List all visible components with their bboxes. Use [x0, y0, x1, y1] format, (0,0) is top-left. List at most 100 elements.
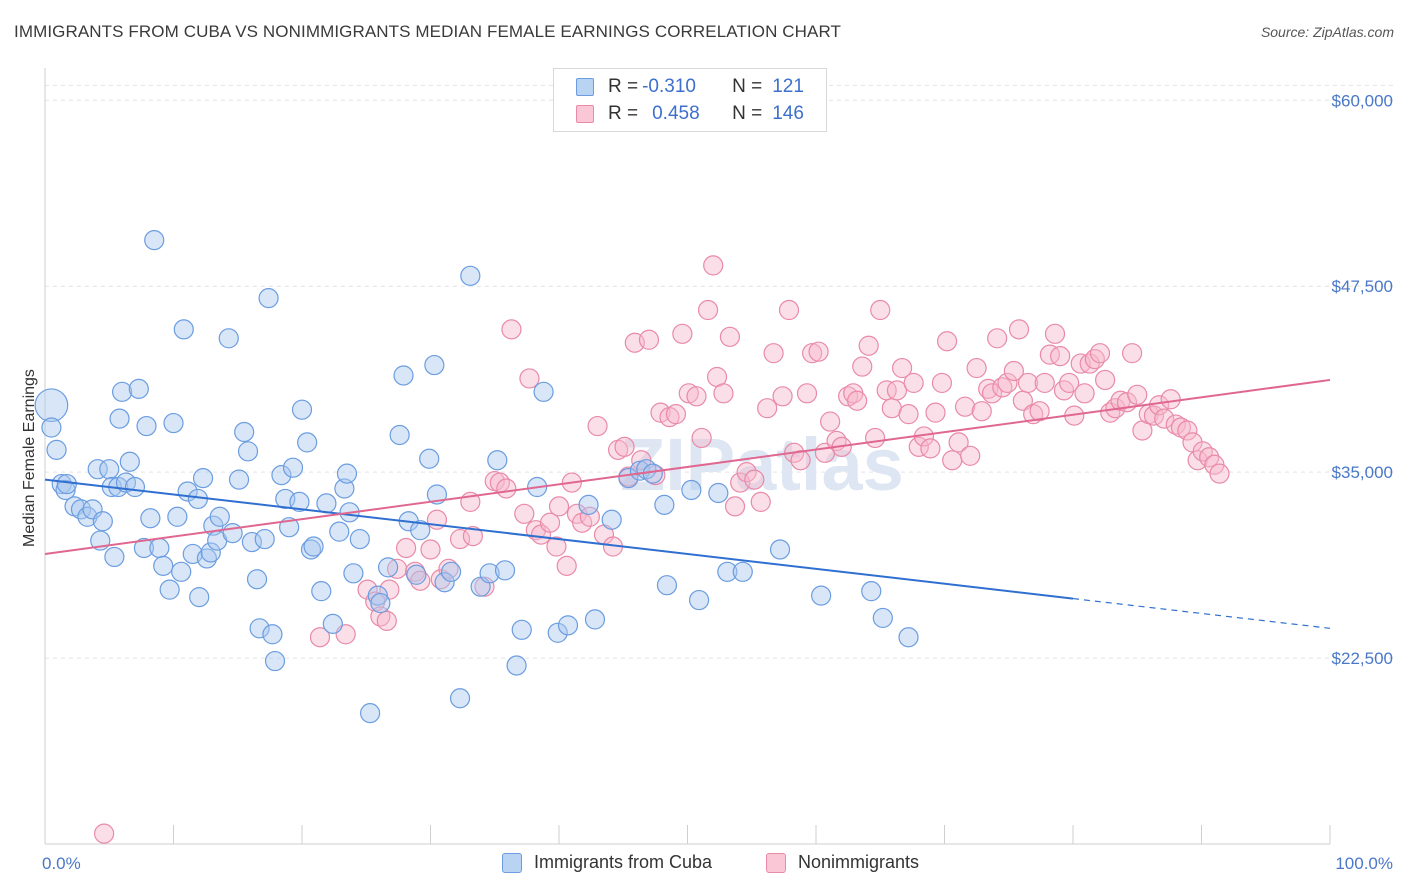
point-nonimmigrants: [971, 401, 992, 422]
point-immigrants-from-cuba: [56, 473, 77, 495]
point-nonimmigrants: [936, 331, 958, 352]
chart-title: IMMIGRANTS FROM CUBA VS NONIMMIGRANTS ME…: [14, 22, 842, 41]
point-nonimmigrants: [858, 335, 879, 356]
point-immigrants-from-cuba: [153, 555, 174, 576]
point-immigrants-from-cuba: [271, 465, 292, 486]
point-nonimmigrants: [539, 512, 561, 533]
source-label: Source: ZipAtlas.com: [1260, 24, 1394, 40]
point-nonimmigrants: [94, 823, 115, 844]
point-nonimmigrants: [886, 380, 908, 401]
point-nonimmigrants: [638, 329, 660, 350]
point-nonimmigrants: [449, 528, 471, 550]
point-immigrants-from-cuba: [291, 399, 313, 420]
point-nonimmigrants: [981, 383, 1003, 404]
point-nonimmigrants: [750, 491, 771, 513]
point-nonimmigrants: [790, 450, 811, 471]
point-immigrants-from-cuba: [282, 457, 304, 478]
point-immigrants-from-cuba: [601, 509, 622, 530]
point-immigrants-from-cuba: [654, 494, 675, 515]
point-immigrants-from-cuba: [811, 585, 832, 606]
point-nonimmigrants: [1044, 323, 1066, 344]
legend-row-cuba: R = -0.310 N = 121: [576, 75, 804, 99]
point-nonimmigrants: [954, 396, 976, 417]
point-immigrants-from-cuba: [681, 479, 702, 501]
point-immigrants-from-cuba: [55, 479, 76, 501]
point-nonimmigrants: [686, 386, 707, 407]
point-nonimmigrants: [1008, 319, 1030, 340]
point-nonimmigrants: [1050, 346, 1071, 367]
point-immigrants-from-cuba: [434, 572, 455, 593]
point-immigrants-from-cuba: [898, 627, 919, 648]
point-nonimmigrants: [1177, 420, 1198, 441]
point-nonimmigrants: [744, 469, 765, 490]
point-immigrants-from-cuba: [557, 615, 579, 636]
point-nonimmigrants: [772, 386, 793, 407]
point-immigrants-from-cuba: [479, 563, 500, 584]
point-immigrants-from-cuba: [329, 521, 350, 542]
point-immigrants-from-cuba: [717, 561, 738, 582]
point-immigrants-from-cuba: [300, 539, 322, 560]
legend-item-cuba: Immigrants from Cuba: [502, 852, 712, 873]
point-nonimmigrants: [852, 356, 873, 377]
legend-n-label: N =: [732, 76, 763, 97]
point-immigrants-from-cuba: [99, 459, 120, 480]
point-nonimmigrants: [548, 496, 570, 517]
point-immigrants-from-cuba: [389, 424, 410, 446]
point-immigrants-from-cuba: [872, 607, 893, 629]
point-nonimmigrants: [1034, 372, 1055, 394]
point-immigrants-from-cuba: [440, 561, 462, 582]
point-nonimmigrants: [931, 372, 953, 394]
point-immigrants-from-cuba: [189, 586, 210, 608]
point-immigrants-from-cuba: [460, 265, 481, 286]
point-nonimmigrants: [778, 299, 800, 321]
point-immigrants-from-cuba: [410, 520, 431, 541]
point-immigrants-from-cuba: [262, 624, 283, 645]
point-immigrants-from-cuba: [140, 508, 161, 529]
point-nonimmigrants: [865, 427, 886, 449]
point-nonimmigrants: [519, 368, 540, 389]
point-immigrants-from-cuba: [173, 319, 194, 340]
point-nonimmigrants: [430, 569, 451, 590]
point-nonimmigrants: [614, 436, 635, 457]
point-nonimmigrants: [1192, 441, 1213, 462]
point-nonimmigrants: [920, 438, 941, 459]
point-immigrants-from-cuba: [111, 381, 133, 402]
point-nonimmigrants: [1029, 401, 1050, 422]
point-immigrants-from-cuba: [349, 528, 370, 550]
point-immigrants-from-cuba: [406, 564, 427, 585]
point-nonimmigrants: [724, 496, 746, 517]
trend-line-cuba: [44, 478, 1074, 600]
point-immigrants-from-cuba: [124, 476, 146, 498]
point-immigrants-from-cuba: [237, 441, 259, 462]
point-nonimmigrants: [357, 579, 378, 600]
legend-row-nonimmigrants: R = 0.458 N = 146: [576, 102, 804, 126]
point-immigrants-from-cuba: [51, 473, 72, 495]
point-immigrants-from-cuba: [336, 463, 358, 484]
legend-label-nonimmigrants: Nonimmigrants: [798, 852, 920, 872]
point-immigrants-from-cuba: [297, 432, 318, 453]
point-nonimmigrants: [1154, 408, 1175, 429]
legend-swatch-pink: [766, 852, 786, 873]
point-immigrants-from-cuba: [426, 484, 448, 505]
point-immigrants-from-cuba: [109, 408, 130, 429]
point-immigrants-from-cuba: [163, 412, 184, 434]
legend-r-value: 0.458: [652, 103, 700, 124]
legend-r-label: R =: [608, 76, 639, 97]
point-immigrants-from-cuba: [200, 542, 221, 563]
point-nonimmigrants: [587, 415, 608, 437]
point-immigrants-from-cuba: [370, 592, 391, 614]
point-nonimmigrants: [1160, 389, 1181, 410]
point-immigrants-from-cuba: [334, 478, 355, 499]
y-tick-label: $60,000: [1332, 91, 1393, 110]
point-nonimmigrants: [678, 383, 699, 404]
point-immigrants-from-cuba: [322, 613, 343, 634]
point-immigrants-from-cuba: [343, 563, 364, 584]
point-nonimmigrants: [1074, 383, 1095, 404]
legend-swatch-blue: [502, 852, 522, 873]
point-nonimmigrants: [898, 404, 919, 425]
legend-r-value: -0.310: [642, 76, 696, 97]
point-immigrants-from-cuba: [547, 622, 568, 643]
point-nonimmigrants: [1122, 343, 1143, 364]
point-immigrants-from-cuba: [393, 365, 414, 386]
